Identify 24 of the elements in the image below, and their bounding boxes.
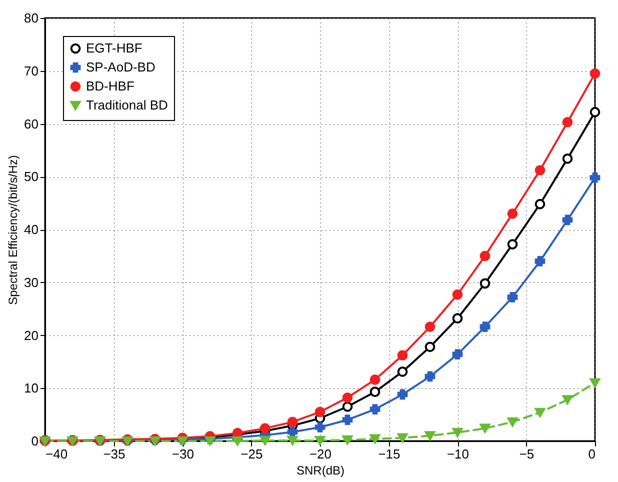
y-tick-label: 0 [31,434,38,448]
y-tick-label: 60 [24,116,38,132]
x-tick-label: −25 [240,446,263,462]
y-axis-title: Spectral Efficiency/(bit/s/Hz) [6,155,20,305]
x-tick-label: −5 [519,446,534,462]
x-tick-label: −10 [446,446,470,462]
legend-label: EGT-HBF [86,40,142,56]
x-axis-title: SNR(dB) [296,464,345,478]
legend-label: Traditional BD [86,98,168,112]
y-tick-label: 80 [24,10,38,26]
y-tick-label: 10 [24,380,38,396]
y-tick-label: 30 [24,274,38,290]
x-tick-label: −20 [309,446,332,462]
x-tick-label: 0 [588,446,596,462]
x-tick-label: −15 [378,446,400,462]
y-tick-label: 20 [24,328,38,343]
y-tick-label: 50 [24,169,38,184]
x-tick-label: −40 [46,446,68,462]
legend-label: SP-AoD-BD [86,60,156,74]
x-tick-label: −30 [172,446,194,462]
y-tick-label: 70 [24,63,38,78]
legend-label: BD-HBF [86,78,134,94]
y-tick-label: 40 [24,222,38,237]
x-tick-label: −35 [103,446,126,462]
